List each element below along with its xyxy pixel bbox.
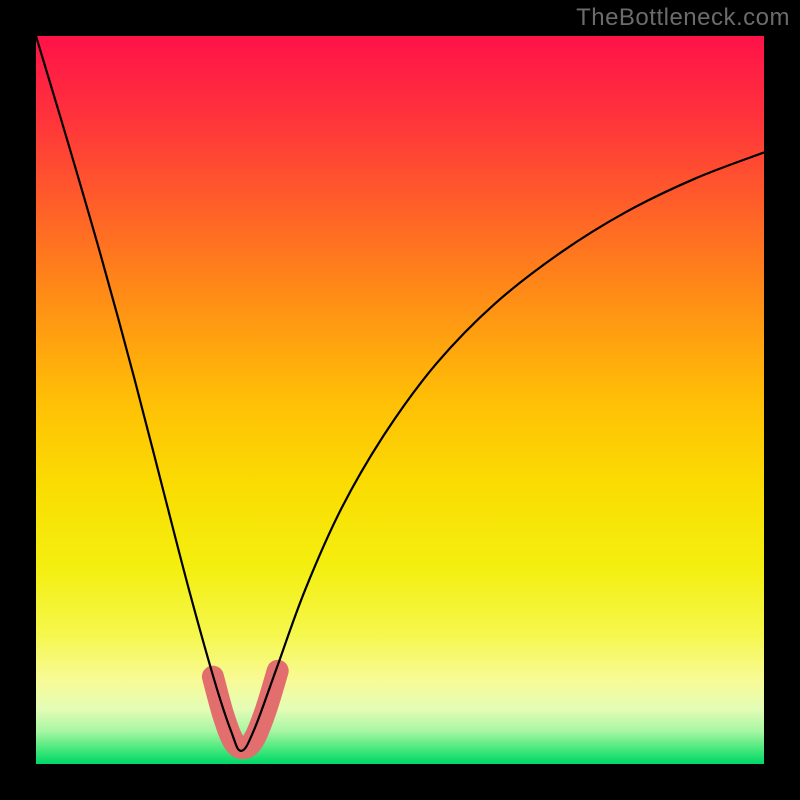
bottleneck-chart-svg [0,0,800,800]
plot-background-gradient [36,36,764,764]
chart-frame: TheBottleneck.com [0,0,800,800]
